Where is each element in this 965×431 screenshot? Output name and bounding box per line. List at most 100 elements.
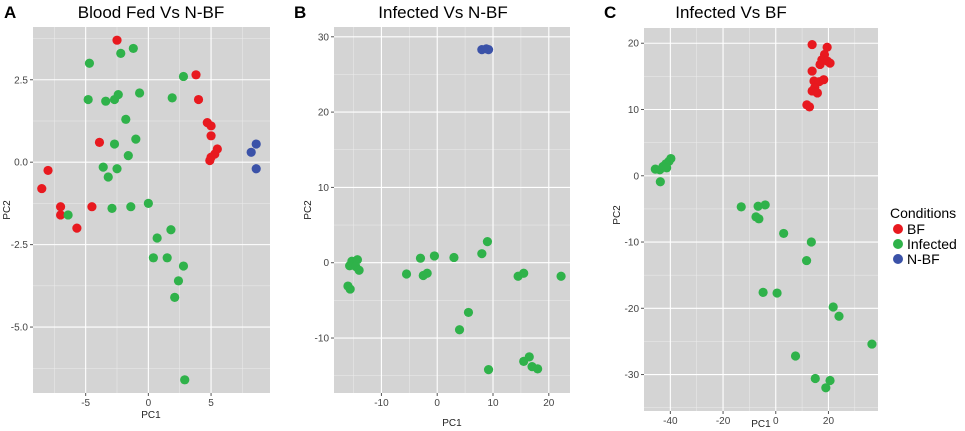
point-infected-c bbox=[655, 177, 665, 187]
panel-letter-a: A bbox=[4, 3, 16, 22]
panel-title-a: Blood Fed Vs N-BF bbox=[78, 3, 224, 22]
point-infected-b bbox=[463, 307, 474, 318]
point-n-bf-b bbox=[483, 44, 494, 55]
point-infected-b bbox=[429, 251, 440, 261]
point-infected-b bbox=[482, 237, 493, 247]
x-tick-label: -10 bbox=[374, 398, 389, 409]
point-bf-a bbox=[55, 202, 66, 212]
y-tick-label: 10 bbox=[318, 183, 330, 194]
point-infected-c bbox=[736, 202, 746, 212]
point-bf-a bbox=[94, 137, 105, 148]
point-n-bf-a bbox=[246, 147, 256, 157]
point-infected-c bbox=[825, 375, 835, 386]
y-tick-label: 20 bbox=[628, 39, 640, 50]
point-infected-c bbox=[790, 351, 801, 361]
panel-title-b: Infected Vs N-BF bbox=[378, 3, 507, 22]
point-infected-b bbox=[345, 284, 355, 294]
panel-c: C Infected Vs BF -40 -20 0 20 -30 -20 -10 0 10 2… bbox=[604, 3, 878, 430]
point-infected-b bbox=[519, 268, 529, 278]
point-infected-a bbox=[131, 134, 141, 144]
point-infected-c bbox=[760, 200, 770, 210]
x-tick-label: 20 bbox=[543, 398, 555, 409]
points-a bbox=[37, 35, 261, 385]
point-infected-a bbox=[162, 253, 172, 263]
point-infected-a bbox=[166, 225, 176, 235]
x-tick-label: -5 bbox=[81, 398, 90, 409]
point-infected-a bbox=[84, 58, 95, 68]
point-infected-b bbox=[533, 364, 543, 374]
legend-swatch-bf bbox=[893, 224, 903, 234]
point-bf-a bbox=[112, 35, 122, 45]
point-n-bf-a bbox=[251, 139, 261, 149]
point-infected-c bbox=[751, 212, 761, 222]
point-bf-a bbox=[206, 131, 216, 141]
x-axis-label-b: PC1 bbox=[442, 418, 462, 429]
point-infected-a bbox=[107, 203, 117, 213]
point-infected-a bbox=[143, 198, 153, 209]
point-infected-b bbox=[449, 252, 459, 263]
point-infected-c bbox=[806, 237, 816, 247]
panel-b: B Infected Vs N-BF -10 0 10 20 -10 0 10 20 30 P… bbox=[294, 3, 570, 429]
point-bf-a bbox=[205, 155, 215, 166]
point-infected-a bbox=[123, 150, 133, 161]
points-c bbox=[650, 39, 877, 393]
legend: Conditions BF Infected N-BF bbox=[890, 205, 957, 267]
point-infected-a bbox=[109, 139, 120, 149]
y-axis-label-a: PC2 bbox=[2, 200, 13, 220]
y-tick-label: -30 bbox=[625, 370, 640, 381]
x-tick-label: 5 bbox=[208, 398, 214, 409]
point-infected-c bbox=[867, 339, 877, 349]
point-infected-c bbox=[662, 163, 672, 173]
point-infected-a bbox=[112, 164, 122, 174]
gridlines-a bbox=[33, 27, 270, 393]
point-infected-c bbox=[758, 287, 768, 297]
point-infected-a bbox=[134, 88, 145, 98]
point-infected-a bbox=[178, 261, 189, 271]
point-bf-a bbox=[37, 183, 47, 194]
y-tick-label: 0.0 bbox=[14, 158, 28, 169]
point-infected-c bbox=[821, 383, 831, 393]
panel-letter-b: B bbox=[294, 3, 306, 22]
point-infected-b bbox=[422, 268, 432, 278]
point-bf-c bbox=[819, 75, 829, 85]
point-infected-a bbox=[113, 89, 123, 100]
point-bf-c bbox=[812, 88, 822, 98]
y-tick-label: -20 bbox=[625, 304, 640, 315]
point-infected-a bbox=[83, 94, 93, 105]
point-infected-b bbox=[401, 269, 412, 279]
y-tick-label: 10 bbox=[628, 105, 640, 116]
point-infected-c bbox=[650, 164, 660, 174]
point-infected-a bbox=[116, 48, 126, 58]
y-tick-label: 0 bbox=[323, 258, 329, 269]
x-tick-label: 0 bbox=[434, 398, 440, 409]
point-bf-c bbox=[815, 59, 825, 70]
x-ticks-b: -10 0 10 20 bbox=[374, 393, 555, 409]
point-bf-a bbox=[72, 223, 82, 233]
panel-letter-c: C bbox=[604, 3, 616, 22]
x-tick-label: 20 bbox=[823, 416, 835, 427]
x-tick-label: -20 bbox=[716, 416, 731, 427]
x-axis-label-c: PC1 bbox=[751, 419, 771, 430]
point-infected-c bbox=[828, 302, 838, 312]
point-bf-a bbox=[191, 70, 201, 80]
point-bf-a bbox=[87, 202, 97, 212]
panel-a: A Blood Fed Vs N-BF -5 0 5 -5.0-2.50.02.5 … bbox=[2, 3, 270, 421]
y-tick-label: -2.5 bbox=[11, 240, 29, 251]
point-infected-c bbox=[810, 373, 820, 384]
y-axis-label-c: PC2 bbox=[612, 205, 623, 225]
legend-title: Conditions bbox=[890, 205, 956, 221]
point-bf-c bbox=[825, 58, 835, 68]
point-infected-a bbox=[178, 71, 189, 82]
point-infected-a bbox=[180, 375, 190, 385]
point-infected-a bbox=[173, 276, 184, 286]
point-infected-c bbox=[772, 288, 782, 298]
point-bf-a bbox=[43, 165, 53, 176]
point-infected-b bbox=[483, 365, 494, 375]
point-infected-b bbox=[556, 271, 566, 281]
point-infected-a bbox=[103, 172, 113, 182]
point-infected-b bbox=[454, 325, 465, 335]
point-infected-b bbox=[477, 249, 487, 259]
point-infected-a bbox=[63, 210, 73, 220]
y-ticks-c: -30 -20 -10 0 10 20 bbox=[625, 39, 644, 381]
